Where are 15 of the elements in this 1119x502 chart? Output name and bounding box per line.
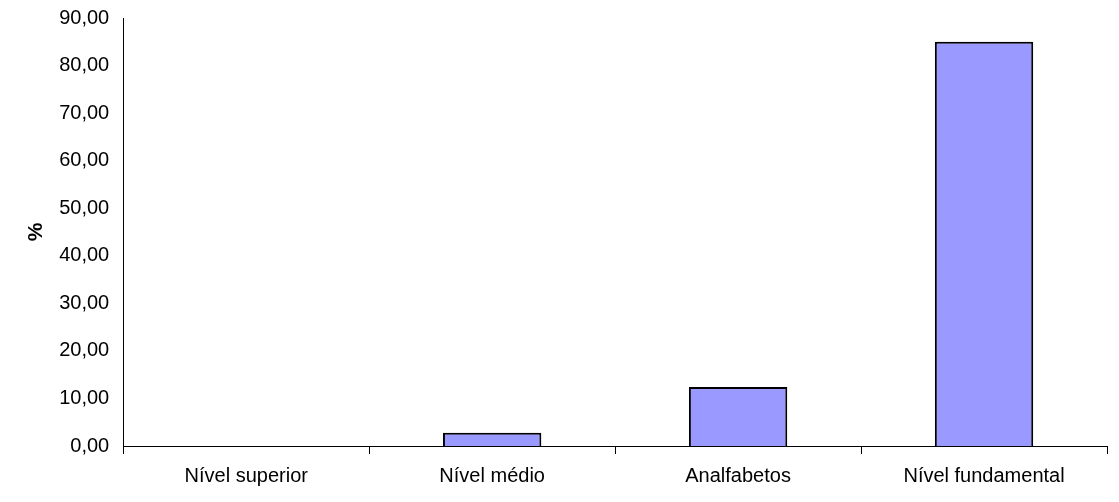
x-tick-label: Analfabetos xyxy=(685,463,791,486)
y-tick-label: 80,00 xyxy=(59,53,110,76)
y-tick-label: 50,00 xyxy=(59,195,110,218)
y-tick-label: 20,00 xyxy=(59,338,110,361)
y-axis-title: % xyxy=(23,222,47,242)
y-tick-label: 70,00 xyxy=(59,100,110,123)
y-tick-label: 60,00 xyxy=(59,148,110,171)
y-tick-label: 90,00 xyxy=(59,5,110,28)
y-tick-label: 40,00 xyxy=(59,243,110,266)
y-tick-label: 30,00 xyxy=(59,290,110,313)
y-tick-label: 0,00 xyxy=(70,433,110,456)
x-tick-label: Nível médio xyxy=(439,463,545,486)
x-tick-label: Nível superior xyxy=(184,463,309,486)
x-tick-label: Nível fundamental xyxy=(903,463,1065,486)
y-tick-label: 10,00 xyxy=(59,385,110,408)
